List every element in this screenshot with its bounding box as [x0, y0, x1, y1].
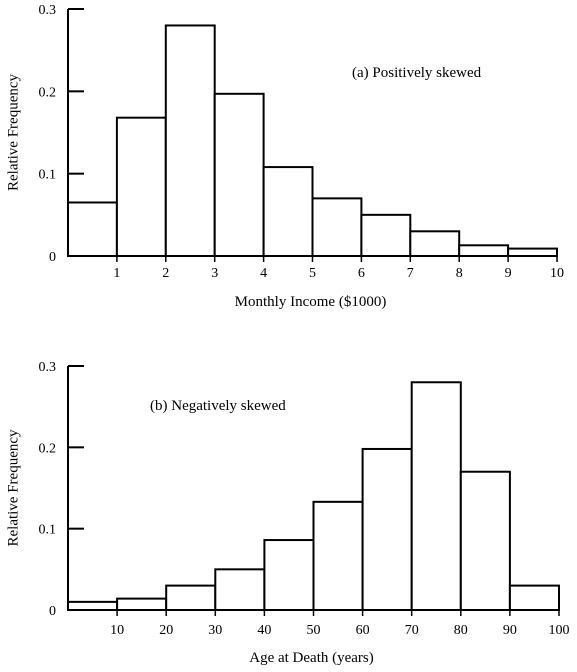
x-tick-label: 9 [505, 266, 512, 281]
histogram-bar [508, 249, 557, 256]
x-tick-label: 3 [211, 266, 218, 281]
x-tick-label: 20 [159, 623, 173, 638]
histogram-bar [166, 586, 215, 610]
y-tick-label: 0.3 [39, 360, 57, 375]
histogram-bar [363, 449, 412, 610]
y-tick-label: 0.1 [39, 168, 57, 183]
chart-annotation: (a) Positively skewed [352, 65, 482, 81]
x-axis-label: Age at Death (years) [249, 650, 374, 666]
x-tick-label: 4 [260, 266, 267, 281]
bar-group [68, 25, 557, 256]
x-tick-label: 90 [503, 623, 517, 638]
histogram-bar [166, 25, 215, 256]
histogram-bar [314, 502, 363, 610]
chart-panel-positively-skewed: 0 0.1 0.2 0.3 1 2 3 4 5 6 7 8 9 10 Relative Frequenc… [5, 3, 564, 310]
histogram-bar [68, 202, 117, 256]
x-tick-label: 50 [307, 623, 321, 638]
x-tick-label: 10 [110, 623, 124, 638]
y-ticks: 0 0.1 0.2 0.3 [39, 360, 85, 619]
x-tick-label: 60 [356, 623, 370, 638]
histogram-bar [215, 94, 264, 256]
y-axis-label: Relative Frequency [5, 73, 21, 191]
y-axis-label: Relative Frequency [5, 429, 21, 547]
histogram-bar [361, 215, 410, 256]
x-axis-label: Monthly Income ($1000) [235, 294, 387, 310]
histogram-bar [264, 540, 313, 610]
x-tick-label: 5 [309, 266, 316, 281]
histogram-bar [461, 472, 510, 610]
histogram-bar [459, 245, 508, 256]
x-tick-label: 1 [113, 266, 120, 281]
y-tick-label: 0.2 [39, 85, 57, 100]
y-tick-label: 0 [49, 604, 56, 619]
histogram-bar [510, 586, 559, 610]
x-tick-label: 70 [405, 623, 419, 638]
x-tick-label: 80 [454, 623, 468, 638]
x-tick-label: 7 [407, 266, 414, 281]
histogram-bar [215, 569, 264, 610]
x-tick-label: 8 [456, 266, 463, 281]
histogram-bar [412, 382, 461, 610]
x-tick-label: 40 [257, 623, 271, 638]
x-ticks: 10 20 30 40 50 60 70 80 90 100 [110, 610, 569, 638]
histogram-bar [117, 118, 166, 256]
y-tick-label: 0.1 [39, 523, 57, 538]
histogram-bar [410, 231, 459, 256]
histogram-bar [68, 602, 117, 610]
chart-annotation: (b) Negatively skewed [150, 398, 286, 414]
x-tick-label: 30 [208, 623, 222, 638]
x-tick-label: 10 [550, 266, 564, 281]
histogram-bar [313, 198, 362, 256]
y-tick-label: 0.2 [39, 441, 57, 456]
x-ticks: 1 2 3 4 5 6 7 8 9 10 [113, 256, 564, 281]
y-tick-label: 0.3 [39, 3, 57, 18]
x-tick-label: 100 [549, 623, 570, 638]
chart-panel-negatively-skewed: 0 0.1 0.2 0.3 10 20 30 40 50 60 70 80 90 100 Relativ… [5, 360, 569, 666]
x-tick-label: 2 [162, 266, 169, 281]
histogram-bar [264, 167, 313, 256]
bar-group [68, 382, 559, 610]
y-tick-label: 0 [49, 250, 56, 265]
x-tick-label: 6 [358, 266, 365, 281]
histogram-bar [117, 599, 166, 610]
